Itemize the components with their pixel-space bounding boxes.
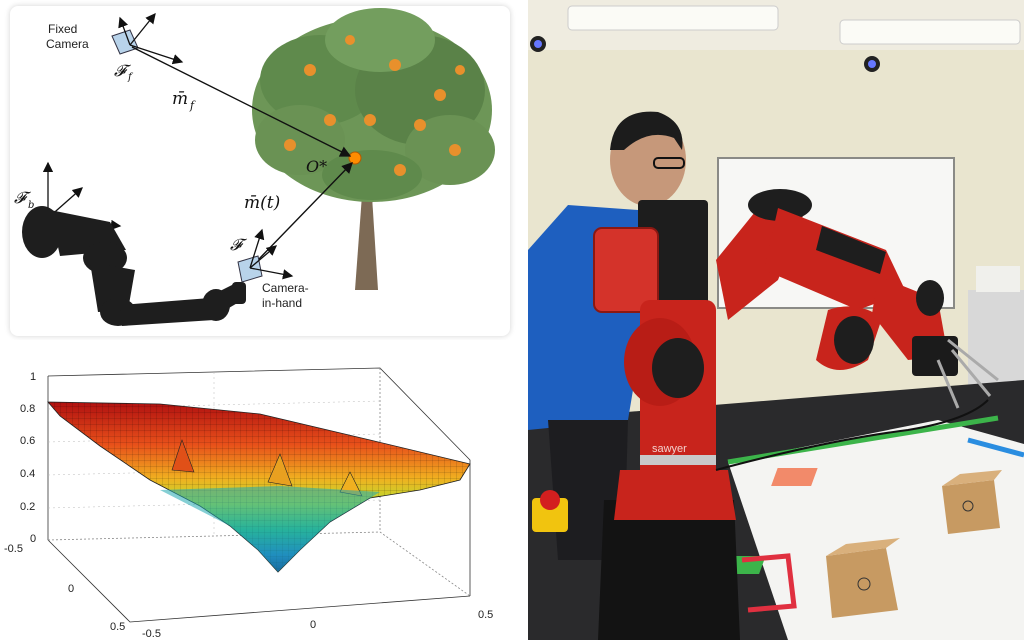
- orange-tree: [252, 8, 495, 290]
- vector-mf: [131, 46, 352, 157]
- camera-frames-diagram: Fixed Camera 𝓕 f m̄ f O* m̄(t) 𝓕 b: [0, 0, 522, 340]
- photo-canvas: sawyer: [528, 0, 1024, 640]
- x-tick: 0.5: [478, 609, 493, 621]
- vector-mt: [257, 161, 353, 261]
- sawyer-robot: [593, 189, 999, 520]
- z-tick: 0.2: [20, 501, 35, 513]
- cardboard-box: [826, 538, 900, 618]
- robot-head-screen: [593, 227, 659, 313]
- gripper-camera: [912, 336, 958, 376]
- y-tick: 0: [68, 583, 74, 595]
- vector-mf-label: m̄: [172, 89, 188, 109]
- z-tick: 0.6: [20, 435, 35, 447]
- x-axis-ticks: -0.5 0 0.5: [142, 609, 493, 640]
- x-tick: -0.5: [142, 628, 161, 640]
- z-tick: 0.4: [20, 468, 35, 480]
- frame-fixed-sub: f: [127, 72, 134, 83]
- surface-peak-1: [171, 439, 195, 473]
- robot-lab-photo: sawyer: [528, 0, 1024, 640]
- vector-mf-sub: f: [189, 99, 196, 112]
- x-tick: 0: [310, 619, 316, 631]
- mocap-camera-icon: [530, 36, 880, 72]
- surface-funnel: [160, 486, 380, 572]
- frame-hand-label: 𝓕: [230, 235, 248, 254]
- fixed-camera: [111, 12, 184, 65]
- robot-brand-label: sawyer: [652, 443, 687, 455]
- camera-in-hand-label-1: Camera-: [262, 281, 309, 295]
- fixed-camera-label-1: Fixed: [48, 22, 77, 36]
- robot-cable: [715, 399, 989, 471]
- robot-pedestal: [598, 500, 740, 640]
- surface-plot: 1 0.8 0.6 0.4 0.2 0 0.5 0 -0.5 -0.5 0 0.…: [0, 340, 522, 640]
- diagram-canvas: Fixed Camera 𝓕 f m̄ f O* m̄(t) 𝓕 b: [14, 8, 495, 326]
- ceiling-light: [839, 19, 1021, 45]
- emergency-stop-icon: [532, 490, 568, 532]
- surface-plot-canvas: 1 0.8 0.6 0.4 0.2 0 0.5 0 -0.5 -0.5 0 0.…: [4, 367, 493, 640]
- ceiling-light: [567, 5, 779, 31]
- z-tick: 1: [30, 371, 36, 383]
- vector-mt-label: m̄(t): [244, 193, 280, 213]
- camera-in-hand-label-2: in-hand: [262, 296, 302, 310]
- target-fruit: [348, 151, 362, 165]
- cardboard-box: [942, 470, 1002, 534]
- y-axis-ticks: 0.5 0 -0.5: [4, 543, 125, 633]
- z-axis-ticks: 1 0.8 0.6 0.4 0.2 0: [20, 371, 36, 545]
- target-label: O*: [306, 157, 327, 176]
- y-tick: -0.5: [4, 543, 23, 555]
- surface-peak-2: [267, 453, 293, 487]
- z-tick: 0.8: [20, 403, 35, 415]
- fixed-camera-label-2: Camera: [46, 37, 89, 51]
- camera-in-hand: [237, 228, 294, 283]
- z-tick: 0: [30, 533, 36, 545]
- y-tick: 0.5: [110, 621, 125, 633]
- frame-base-sub: b: [28, 200, 34, 211]
- robot-arm-drawing: [22, 206, 246, 326]
